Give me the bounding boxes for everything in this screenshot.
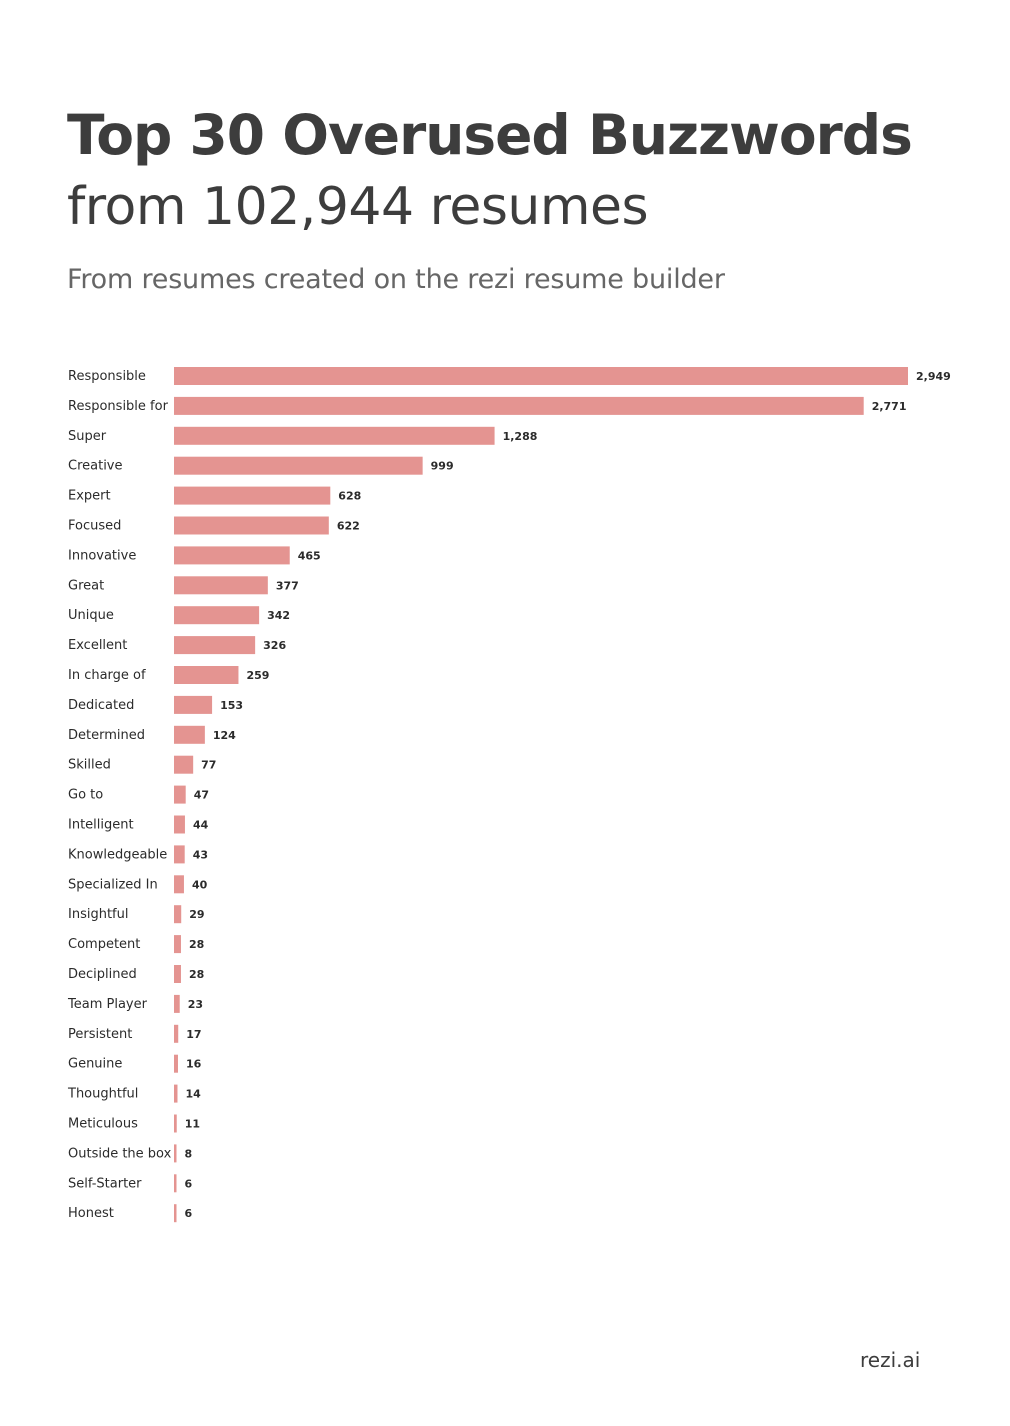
value-label: 44: [193, 819, 209, 832]
category-label: Great: [68, 578, 104, 593]
value-label: 8: [185, 1147, 193, 1160]
bar: [174, 875, 184, 894]
value-label: 28: [189, 938, 204, 951]
value-label: 2,949: [916, 370, 951, 383]
category-label: Intelligent: [68, 818, 134, 833]
value-label: 23: [188, 998, 203, 1011]
value-label: 342: [267, 609, 290, 622]
category-label: Creative: [68, 459, 123, 474]
category-label: Go to: [68, 788, 103, 803]
value-label: 153: [220, 699, 243, 712]
value-label: 326: [263, 639, 286, 652]
category-label: Thoughtful: [67, 1087, 138, 1102]
bar: [174, 1114, 177, 1133]
bar: [174, 456, 423, 475]
bar: [174, 695, 213, 714]
bar: [174, 666, 239, 684]
bar: [174, 367, 908, 385]
value-label: 999: [431, 460, 454, 473]
bar: [174, 905, 182, 924]
category-label: Excellent: [68, 638, 127, 653]
bar: [174, 1174, 177, 1193]
value-label: 16: [186, 1058, 202, 1071]
bar: [174, 994, 180, 1013]
bar: [174, 426, 495, 445]
value-label: 2,771: [872, 400, 907, 413]
value-label: 17: [186, 1028, 201, 1041]
bar: [174, 725, 205, 744]
bar: [174, 516, 329, 535]
value-label: 11: [185, 1118, 200, 1131]
category-label: Outside the box: [68, 1146, 172, 1161]
value-label: 14: [185, 1088, 201, 1101]
category-label: Responsible for: [68, 399, 169, 414]
bar: [174, 396, 864, 415]
bar: [174, 755, 194, 774]
category-label: Persistent: [68, 1027, 132, 1042]
category-label: Insightful: [68, 907, 128, 922]
value-label: 259: [246, 669, 269, 682]
bar: [174, 546, 290, 565]
value-label: 40: [192, 878, 208, 891]
category-label: Unique: [68, 608, 114, 623]
category-label: Honest: [68, 1206, 114, 1221]
category-label: Team Player: [67, 997, 148, 1012]
value-label: 77: [201, 759, 216, 772]
value-label: 124: [213, 729, 236, 742]
bar: [174, 1144, 177, 1163]
bar: [174, 1024, 179, 1043]
category-label: Skilled: [68, 758, 111, 773]
category-label: Super: [68, 429, 107, 444]
bar: [174, 965, 181, 983]
value-label: 29: [189, 908, 204, 921]
value-label: 43: [193, 848, 208, 861]
category-label: Competent: [68, 937, 140, 952]
bar: [174, 486, 331, 505]
value-label: 28: [189, 968, 204, 981]
category-label: Focused: [68, 519, 121, 534]
chart-title-line2: from 102,944 resumes: [67, 177, 649, 237]
category-label: Specialized In: [68, 877, 158, 892]
bar: [174, 935, 181, 954]
value-label: 6: [185, 1177, 193, 1190]
category-label: Self-Starter: [68, 1176, 142, 1191]
value-label: 47: [194, 789, 209, 802]
bar: [174, 636, 256, 655]
category-label: Dedicated: [68, 698, 134, 713]
brand-logo-text: rezi.ai: [860, 1348, 921, 1372]
value-label: 377: [276, 579, 299, 592]
category-label: Determined: [68, 728, 145, 743]
bar-chart: Responsible 2,949 Responsible for 2,771 Supe…: [67, 367, 951, 1223]
category-label: Knowledgeable: [68, 847, 167, 862]
category-label: Meticulous: [68, 1117, 138, 1132]
bar: [174, 845, 185, 864]
chart-subtitle: From resumes created on the rezi resume …: [67, 264, 725, 295]
category-label: Expert: [68, 489, 111, 504]
category-label: In charge of: [68, 668, 146, 683]
bar: [174, 606, 260, 625]
category-label: Deciplined: [68, 967, 137, 982]
bar: [174, 785, 186, 804]
value-label: 1,288: [503, 430, 538, 443]
bar: [174, 815, 185, 834]
value-label: 6: [185, 1207, 193, 1220]
category-label: Innovative: [68, 548, 136, 563]
bar: [174, 1084, 178, 1103]
bar: [174, 1054, 178, 1073]
value-label: 465: [298, 549, 321, 562]
value-label: 622: [337, 520, 360, 533]
bar: [174, 1204, 177, 1223]
category-label: Responsible: [68, 369, 146, 384]
bar: [174, 576, 268, 595]
chart-title: Top 30 Overused Buzzwords: [67, 103, 913, 167]
category-label: Genuine: [68, 1057, 122, 1072]
value-label: 628: [338, 490, 361, 503]
